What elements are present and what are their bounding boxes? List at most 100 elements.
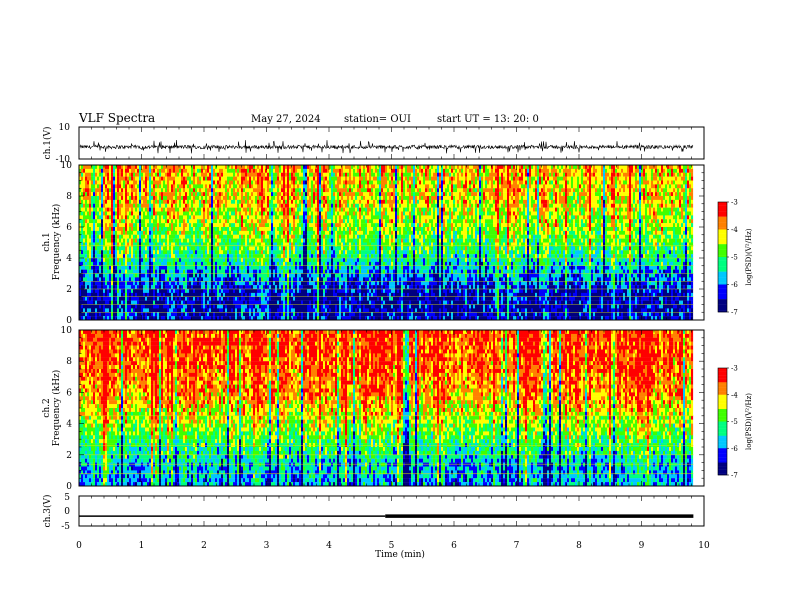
ch1-spectrogram-cell — [223, 192, 225, 196]
ch1-spectrogram-cell — [265, 285, 267, 289]
ch1-spectrogram-cell — [151, 305, 153, 309]
ch1-spectrogram-cell — [243, 262, 245, 266]
ch1-spectrogram-cell — [219, 165, 221, 169]
ch1-spectrogram-cell — [241, 301, 243, 305]
ch1-spectrogram-cell — [139, 262, 141, 266]
ch1-spectrogram-cell — [179, 177, 181, 181]
ch1-spectrogram-cell — [317, 188, 319, 192]
ch1-spectrogram-cell — [239, 270, 241, 274]
ch1-spectrogram-cell — [145, 289, 147, 293]
ch1-spectrogram-cell — [273, 254, 275, 258]
ch1-spectrogram-cell — [283, 270, 285, 274]
ch1-spectrogram-cell — [153, 200, 155, 204]
ch1-spectrogram-cell — [151, 177, 153, 181]
ch1-spectrogram-cell — [155, 243, 157, 247]
ch1-spectrogram-cell — [229, 297, 231, 301]
ch1-spectrogram-cell — [159, 297, 161, 301]
ch1-spectrogram-cell — [243, 250, 245, 254]
ch1-spectrogram-cell — [193, 212, 195, 216]
ch1-spectrogram-cell — [191, 235, 193, 239]
ch1-spectrogram-cell — [115, 188, 117, 192]
ch1-spectrogram-cell — [113, 192, 115, 196]
ch1-spectrogram-cell — [101, 215, 103, 219]
ch1-spectrogram-cell — [231, 188, 233, 192]
ch1-spectrogram-cell — [81, 181, 83, 185]
ch1-spectrogram-cell — [305, 277, 307, 281]
ch1-spectrogram-cell — [285, 188, 287, 192]
ch1-spectrogram-cell — [265, 297, 267, 301]
ch1-spectrogram-cell — [201, 270, 203, 274]
ch1-spectrogram-cell — [221, 196, 223, 200]
ch1-spectrogram-cell — [167, 308, 169, 312]
ch1-spectrogram-cell — [251, 173, 253, 177]
ch1-spectrogram-cell — [159, 196, 161, 200]
ch1-spectrogram-cell — [219, 177, 221, 181]
ch1-spectrogram-cell — [255, 285, 257, 289]
ch1-spectrogram-cell — [215, 250, 217, 254]
ch1-spectrogram-cell — [239, 293, 241, 297]
ch1-spectrogram-cell — [277, 258, 279, 262]
ch1-spectrogram-cell — [187, 239, 189, 243]
ch1-spectrogram-cell — [309, 262, 311, 266]
ch1-spectrogram-cell — [95, 223, 97, 227]
ch1-spectrogram-cell — [241, 281, 243, 285]
ch1-spectrogram-cell — [289, 258, 291, 262]
ch1-spectrogram-cell — [119, 208, 121, 212]
ch1-spectrogram-cell — [161, 188, 163, 192]
ch1-spectrogram-cell — [289, 204, 291, 208]
ch1-spectrogram-cell — [175, 246, 177, 250]
ch1-spectrogram-cell — [253, 239, 255, 243]
ch1-spectrogram-cell — [243, 219, 245, 223]
ch1-spectrogram-cell — [249, 173, 251, 177]
ch1-spectrogram-cell — [187, 301, 189, 305]
ch1-spectrogram-cell — [103, 270, 105, 274]
ch1-spectrogram-cell — [163, 250, 165, 254]
ch1-spectrogram-cell — [185, 184, 187, 188]
ch1-spectrogram-cell — [163, 301, 165, 305]
ch1-spectrogram-cell — [141, 258, 143, 262]
ch1-spectrogram-cell — [191, 297, 193, 301]
ch1-spectrogram-cell — [199, 219, 201, 223]
ch1-spectrogram-cell — [163, 200, 165, 204]
ch1-spectrogram-cell — [249, 277, 251, 281]
ch1-spectrogram-cell — [309, 212, 311, 216]
ch1-spectrogram-cell — [83, 196, 85, 200]
ch1-spectrogram-cell — [127, 239, 129, 243]
ch1-spectrogram-cell — [219, 223, 221, 227]
ch1-spectrogram-cell — [119, 312, 121, 316]
ch1-spectrogram-cell — [173, 181, 175, 185]
ch1-spectrogram-cell — [299, 208, 301, 212]
ch1-spectrogram-cell — [179, 262, 181, 266]
ch1-spectrogram-cell — [193, 270, 195, 274]
ch1-spectrogram-cell — [297, 277, 299, 281]
ch1-spectrogram-cell — [295, 301, 297, 305]
ch1-spectrogram-cell — [125, 223, 127, 227]
ch1-spectrogram-cell — [231, 277, 233, 281]
ch1-spectrogram-cell — [173, 204, 175, 208]
ch1-spectrogram-cell — [197, 254, 199, 258]
ch1-spectrogram-cell — [199, 235, 201, 239]
ch1-spectrogram-cell — [135, 188, 137, 192]
ch1-spectrogram-cell — [221, 262, 223, 266]
ch1-spectrogram-cell — [129, 231, 131, 235]
ch1-spectrogram-cell — [91, 173, 93, 177]
ch1-spectrogram-cell — [157, 196, 159, 200]
ch1-spectrogram-cell — [269, 231, 271, 235]
ch1-spectrogram-cell — [277, 277, 279, 281]
ch1-spectrogram-cell — [115, 231, 117, 235]
ch1-spectrogram-cell — [185, 258, 187, 262]
ch1-spectrogram-cell — [159, 266, 161, 270]
ch1-spectrogram-cell — [181, 231, 183, 235]
ch1-spectrogram-cell — [167, 312, 169, 316]
ch1-spectrogram-cell — [223, 246, 225, 250]
ch1-spectrogram-cell — [297, 192, 299, 196]
ch1-spectrogram-cell — [247, 177, 249, 181]
ch1-spectrogram-cell — [109, 312, 111, 316]
ch1-spectrogram-cell — [297, 246, 299, 250]
ch1-spectrogram-cell — [97, 258, 99, 262]
ch1-spectrogram-cell — [279, 223, 281, 227]
ch1-spectrogram-cell — [259, 289, 261, 293]
ch1-spectrogram-cell — [229, 285, 231, 289]
ch1-spectrogram-cell — [223, 312, 225, 316]
ch1-spectrogram-cell — [259, 281, 261, 285]
